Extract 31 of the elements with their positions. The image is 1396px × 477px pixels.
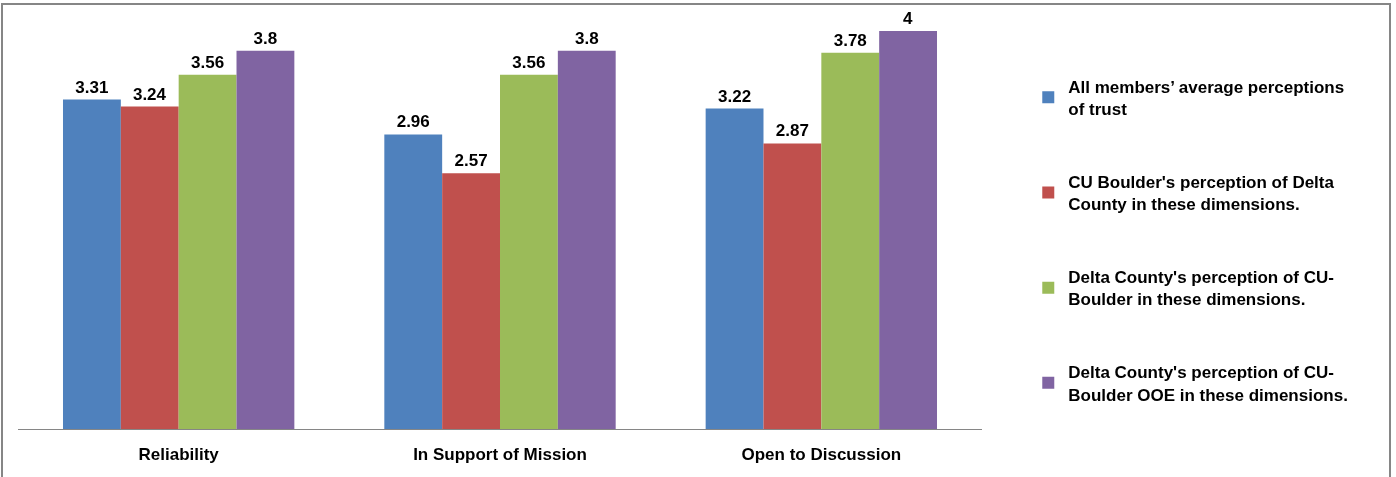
legend-label: All members’ average perceptions of trust	[1068, 77, 1345, 119]
data-label: 2.96	[396, 112, 430, 132]
data-label: 3.78	[833, 30, 867, 50]
data-label: 3.8	[574, 28, 599, 48]
legend-label: Delta County's perception of CU-Boulder in these dimensions.	[1068, 268, 1334, 310]
data-label: 3.24	[132, 84, 167, 104]
x-tick-label: Open to Discussion	[741, 445, 902, 465]
data-label: 2.87	[775, 121, 809, 141]
bar	[763, 143, 822, 429]
data-label: 2.57	[454, 151, 488, 171]
x-tick-label: Reliability	[138, 445, 220, 465]
bar	[500, 74, 558, 429]
data-label: 3.56	[191, 52, 225, 72]
data-label: 3.56	[512, 52, 546, 72]
bar	[705, 108, 764, 429]
legend-label: Delta County's perception of CU-Boulder OOE in these dimensions.	[1068, 363, 1348, 405]
bar	[879, 30, 938, 429]
bar	[236, 50, 295, 429]
bar	[384, 134, 443, 429]
data-label: 3.31	[75, 77, 109, 97]
x-tick-label: In Support of Mission	[413, 445, 587, 465]
data-label: 3.22	[718, 86, 752, 106]
bar	[821, 52, 880, 429]
data-label: 3.8	[253, 28, 278, 48]
bar	[442, 173, 500, 429]
bar	[120, 106, 179, 429]
bar	[62, 99, 121, 429]
bar	[178, 74, 237, 429]
legend-label: CU Boulder's perception of Delta County in these dimensions.	[1068, 173, 1335, 215]
bar	[557, 50, 616, 429]
data-label: 4	[903, 8, 914, 28]
